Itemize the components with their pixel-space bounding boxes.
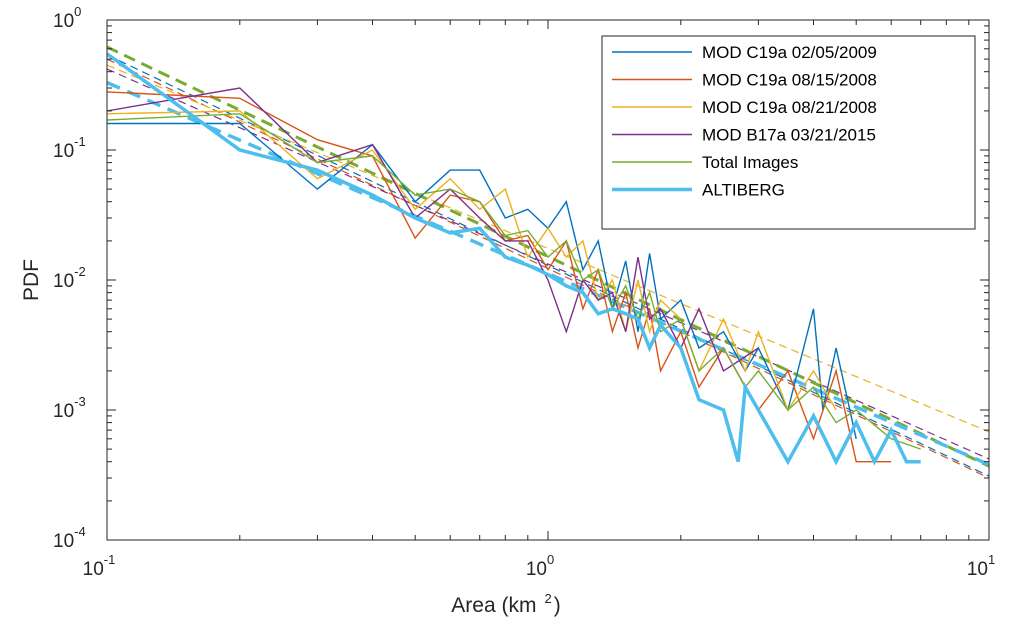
fit-line-5 — [107, 80, 989, 467]
legend-label-2: MOD C19a 08/21/2008 — [702, 98, 877, 117]
y-tick-label: 10-1 — [53, 134, 86, 162]
x-tick-label: 100 — [526, 552, 554, 580]
y-tick-label-base: 10 — [53, 531, 74, 552]
series-line-5 — [107, 52, 921, 466]
fit-line-2 — [107, 64, 989, 433]
y-tick-label-exponent: -1 — [74, 134, 86, 149]
fit-line-3 — [107, 68, 989, 460]
series-line-3 — [107, 87, 759, 372]
x-tick-label-base: 10 — [526, 559, 547, 580]
series-line-4 — [107, 113, 921, 450]
x-tick-label-exponent: -1 — [104, 552, 116, 567]
legend: MOD C19a 02/05/2009 MOD C19a 08/15/2008 MO… — [601, 35, 976, 230]
y-tick-label-exponent: -3 — [74, 394, 86, 409]
y-tick-label-exponent: -2 — [74, 264, 86, 279]
y-tick-label-base: 10 — [53, 271, 74, 292]
y-tick-label: 10-3 — [53, 394, 86, 422]
y-tick-label: 100 — [53, 4, 81, 32]
x-axis-label-text: Area (km — [451, 594, 536, 617]
legend-label-4: Total Images — [702, 153, 798, 172]
legend-box — [601, 35, 976, 230]
x-axis-label-exponent: 2 — [544, 591, 551, 606]
y-tick-label-base: 10 — [53, 11, 74, 32]
legend-label-0: MOD C19a 02/05/2009 — [702, 43, 877, 62]
x-tick-label-base: 10 — [83, 559, 104, 580]
y-tick-label: 10-2 — [53, 264, 86, 292]
series-layer — [107, 45, 989, 479]
fit-line-0 — [107, 54, 989, 477]
legend-label-3: MOD B17a 03/21/2015 — [702, 126, 876, 145]
x-tick-label: 10-1 — [83, 552, 116, 580]
y-tick-label-base: 10 — [53, 141, 74, 162]
x-tick-label: 101 — [967, 552, 995, 580]
legend-label-1: MOD C19a 08/15/2008 — [702, 71, 877, 90]
x-axis-label: Area (km 2) — [451, 591, 560, 617]
legend-label-5: ALTIBERG — [702, 181, 785, 200]
y-axis-label: PDF — [20, 259, 43, 301]
y-tick-label-base: 10 — [53, 401, 74, 422]
x-tick-label-exponent: 0 — [547, 552, 554, 567]
tick-layer — [106, 20, 989, 541]
y-tick-label: 10-4 — [53, 524, 86, 552]
fit-line-4 — [107, 45, 989, 468]
series-line-0 — [107, 122, 857, 439]
x-tick-label-exponent: 1 — [988, 552, 995, 567]
series-group — [107, 45, 989, 479]
x-tick-label-base: 10 — [967, 559, 988, 580]
x-axis-label-close: ) — [554, 594, 561, 617]
y-tick-label-exponent: 0 — [74, 4, 81, 19]
y-tick-label-exponent: -4 — [74, 524, 86, 539]
